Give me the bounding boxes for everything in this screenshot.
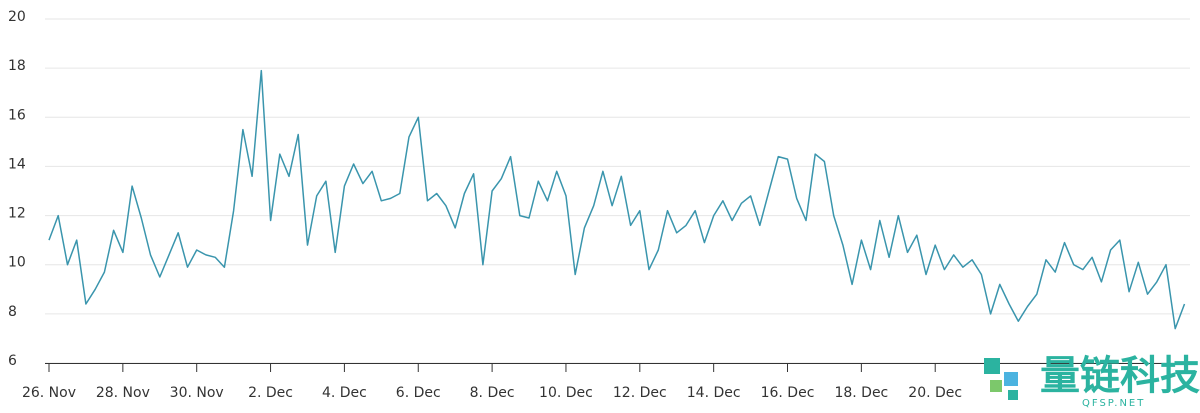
x-tick-label: 28. Nov bbox=[96, 385, 150, 401]
x-tick-label: 30. Nov bbox=[170, 385, 224, 401]
y-tick-label: 8 bbox=[8, 304, 17, 320]
watermark-text: 量链科技 bbox=[1040, 353, 1200, 399]
x-tick-label: 26. Nov bbox=[22, 385, 76, 401]
y-tick-label: 6 bbox=[8, 353, 17, 369]
y-tick-label: 14 bbox=[8, 156, 26, 172]
y-tick-label: 12 bbox=[8, 206, 26, 222]
watermark: 量链科技 QFSP.NET bbox=[984, 353, 1200, 409]
watermark-icon bbox=[1004, 372, 1018, 386]
y-tick-label: 16 bbox=[8, 107, 26, 123]
y-tick-label: 18 bbox=[8, 58, 26, 74]
watermark-icon bbox=[1008, 390, 1018, 400]
x-tick-label: 16. Dec bbox=[761, 385, 815, 401]
x-tick-label: 18. Dec bbox=[834, 385, 888, 401]
x-tick-label: 4. Dec bbox=[322, 385, 367, 401]
x-tick-label: 2. Dec bbox=[248, 385, 293, 401]
line bbox=[48, 69, 1186, 330]
x-tick-label: 8. Dec bbox=[470, 385, 515, 401]
x-tick-label: 14. Dec bbox=[687, 385, 741, 401]
x-tick-label: 20. Dec bbox=[908, 385, 962, 401]
watermark-icon bbox=[984, 358, 1000, 374]
x-tick-label: 6. Dec bbox=[396, 385, 441, 401]
y-tick-label: 20 bbox=[8, 9, 26, 25]
x-tick-label: 10. Dec bbox=[539, 385, 593, 401]
x-tick-label: 12. Dec bbox=[613, 385, 667, 401]
watermark-icon bbox=[990, 380, 1002, 392]
y-tick-label: 10 bbox=[8, 255, 26, 271]
watermark-subtext: QFSP.NET bbox=[1082, 398, 1145, 409]
